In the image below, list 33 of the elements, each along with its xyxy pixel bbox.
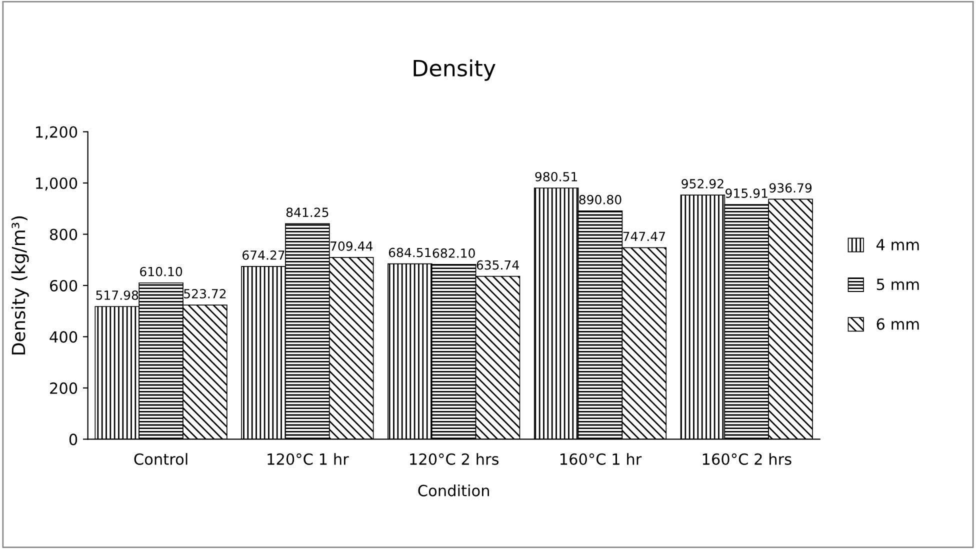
data-label: 709.44 [330,241,373,251]
y-axis-title: Density (kg/m³) [11,216,29,354]
data-label: 952.92 [682,179,724,188]
x-tick-label: 120°C 2 hrs [410,453,499,465]
data-label: 682.10 [432,248,475,258]
y-tick-label: 0 [69,434,78,446]
data-label: 523.72 [184,288,226,298]
y-tick-label: 400 [50,331,78,343]
legend-label: 4 mm [876,239,919,250]
data-label: 517.98 [96,290,138,300]
x-axis-title: Condition [418,484,489,496]
data-label: 747.47 [623,232,665,241]
y-tick-label: 1,200 [36,126,78,140]
x-tick-label: Control [134,453,188,465]
data-label: 841.25 [286,208,328,218]
legend-label: 5 mm [876,278,919,290]
y-tick-label: 600 [50,280,78,292]
x-tick-label: 160°C 2 hrs [702,453,792,465]
y-tick-label: 200 [50,382,78,394]
legend-label: 6 mm [876,318,919,330]
y-tick-label: 800 [50,228,78,240]
data-label: 980.51 [535,172,578,182]
data-label: 890.80 [579,194,622,204]
data-label: 684.51 [388,248,431,258]
x-tick-label: 160°C 1 hr [560,453,642,465]
chart-title: Density [414,59,496,81]
x-tick-label: 120°C 1 hr [268,453,349,465]
y-tick-label: 1,000 [36,177,78,191]
data-label: 915.91 [726,188,768,198]
data-label: 610.10 [140,266,182,276]
data-label: 674.27 [242,250,284,260]
data-label: 635.74 [476,260,519,270]
data-label: 936.79 [769,183,812,193]
